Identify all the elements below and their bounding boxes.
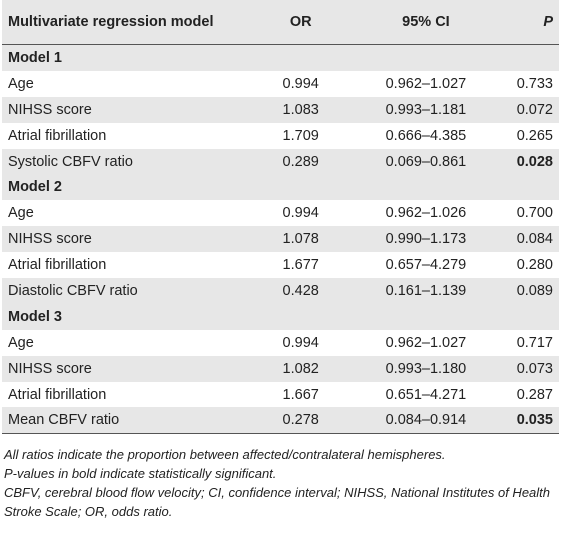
cell-p: 0.028	[510, 148, 559, 175]
cell-ci: 0.651–4.271	[385, 386, 467, 403]
header-model: Multivariate regression model	[2, 0, 261, 45]
table-row: Atrial fibrillation 1.667 0.651–4.271 0.287	[2, 382, 559, 408]
cell-variable: Systolic CBFV ratio	[2, 148, 261, 175]
cell-or: 1.082	[260, 355, 342, 382]
table-header-row: Multivariate regression model OR 95% CI …	[2, 0, 559, 45]
cell-or: 0.994	[282, 75, 319, 92]
cell-or: 0.428	[260, 278, 342, 304]
cell-or: 1.677	[282, 257, 319, 274]
footnote-ratios: All ratios indicate the proportion betwe…	[4, 447, 446, 463]
group-title: Model 2	[2, 174, 559, 201]
table-row: NIHSS score 1.078 0.990–1.173 0.084	[2, 226, 559, 253]
table-row: Mean CBFV ratio 0.278 0.084–0.914 0.035	[2, 407, 559, 434]
cell-ci: 0.084–0.914	[341, 407, 511, 434]
cell-or: 0.994	[282, 205, 319, 222]
cell-p: 0.265	[516, 127, 553, 144]
cell-p: 0.280	[516, 257, 553, 274]
cell-ci: 0.990–1.173	[341, 226, 511, 253]
cell-p: 0.287	[516, 386, 553, 403]
group-title: Model 1	[2, 44, 559, 71]
cell-p: 0.700	[516, 205, 553, 222]
cell-variable: Age	[8, 334, 34, 351]
cell-variable: NIHSS score	[2, 355, 261, 382]
cell-ci: 0.993–1.180	[341, 355, 511, 382]
table-row: Age 0.994 0.962–1.026 0.700	[2, 200, 559, 226]
regression-table: Multivariate regression model OR 95% CI …	[2, 0, 559, 434]
cell-p: 0.072	[510, 96, 559, 123]
cell-variable: Age	[8, 205, 34, 222]
cell-or: 1.709	[282, 127, 319, 144]
table-row: Atrial fibrillation 1.709 0.666–4.385 0.265	[2, 123, 559, 149]
footnote-abbreviations: CBFV, cerebral blood flow velocity; CI, …	[4, 485, 551, 520]
table-row: Diastolic CBFV ratio 0.428 0.161–1.139 0.08…	[2, 278, 559, 304]
cell-variable: NIHSS score	[2, 96, 261, 123]
cell-p: 0.035	[510, 407, 559, 434]
table-footnotes: All ratios indicate the proportion betwe…	[2, 445, 559, 521]
footnote-bold: P-values in bold indicate statistically …	[4, 466, 277, 482]
cell-ci: 0.962–1.026	[385, 205, 467, 222]
cell-ci: 0.069–0.861	[341, 148, 511, 175]
cell-ci: 0.161–1.139	[341, 278, 511, 304]
table-row: Age 0.994 0.962–1.027 0.717	[2, 330, 559, 356]
table-row: NIHSS score 1.082 0.993–1.180 0.073	[2, 355, 559, 382]
cell-variable: Atrial fibrillation	[8, 127, 107, 144]
cell-ci: 0.666–4.385	[385, 127, 467, 144]
cell-or: 1.083	[260, 96, 342, 123]
cell-variable: Diastolic CBFV ratio	[2, 278, 261, 304]
cell-or: 0.289	[260, 148, 342, 175]
table-row: Systolic CBFV ratio 0.289 0.069–0.861 0.028	[2, 148, 559, 175]
cell-variable: Mean CBFV ratio	[2, 407, 261, 434]
cell-ci: 0.962–1.027	[385, 75, 467, 92]
cell-or: 1.078	[260, 226, 342, 253]
cell-or: 0.278	[260, 407, 342, 434]
cell-p: 0.089	[510, 278, 559, 304]
cell-or: 0.994	[282, 334, 319, 351]
table-row: Age 0.994 0.962–1.027 0.733	[2, 71, 559, 97]
cell-ci: 0.962–1.027	[385, 334, 467, 351]
table-body: Model 1 Age 0.994 0.962–1.027 0.733 NIHSS sco…	[2, 44, 559, 434]
table-row: NIHSS score 1.083 0.993–1.181 0.072	[2, 96, 559, 123]
cell-p: 0.073	[510, 355, 559, 382]
cell-or: 1.667	[282, 386, 319, 403]
cell-variable: Age	[8, 75, 34, 92]
table-group-header: Model 2	[2, 174, 559, 201]
table-group-header: Model 3	[2, 303, 559, 330]
cell-variable: NIHSS score	[2, 226, 261, 253]
table-group-header: Model 1	[2, 44, 559, 71]
cell-ci: 0.657–4.279	[385, 257, 467, 274]
cell-ci: 0.993–1.181	[341, 96, 511, 123]
cell-p: 0.084	[510, 226, 559, 253]
cell-p: 0.717	[516, 334, 553, 351]
table-bottom-rule	[2, 433, 559, 435]
cell-variable: Atrial fibrillation	[8, 257, 107, 274]
table-row: Atrial fibrillation 1.677 0.657–4.279 0.280	[2, 252, 559, 278]
cell-p: 0.733	[516, 75, 553, 92]
header-ci: 95% CI	[341, 0, 511, 45]
cell-variable: Atrial fibrillation	[8, 386, 107, 403]
group-title: Model 3	[2, 303, 559, 330]
header-p: P	[510, 0, 559, 45]
header-or: OR	[260, 0, 342, 45]
